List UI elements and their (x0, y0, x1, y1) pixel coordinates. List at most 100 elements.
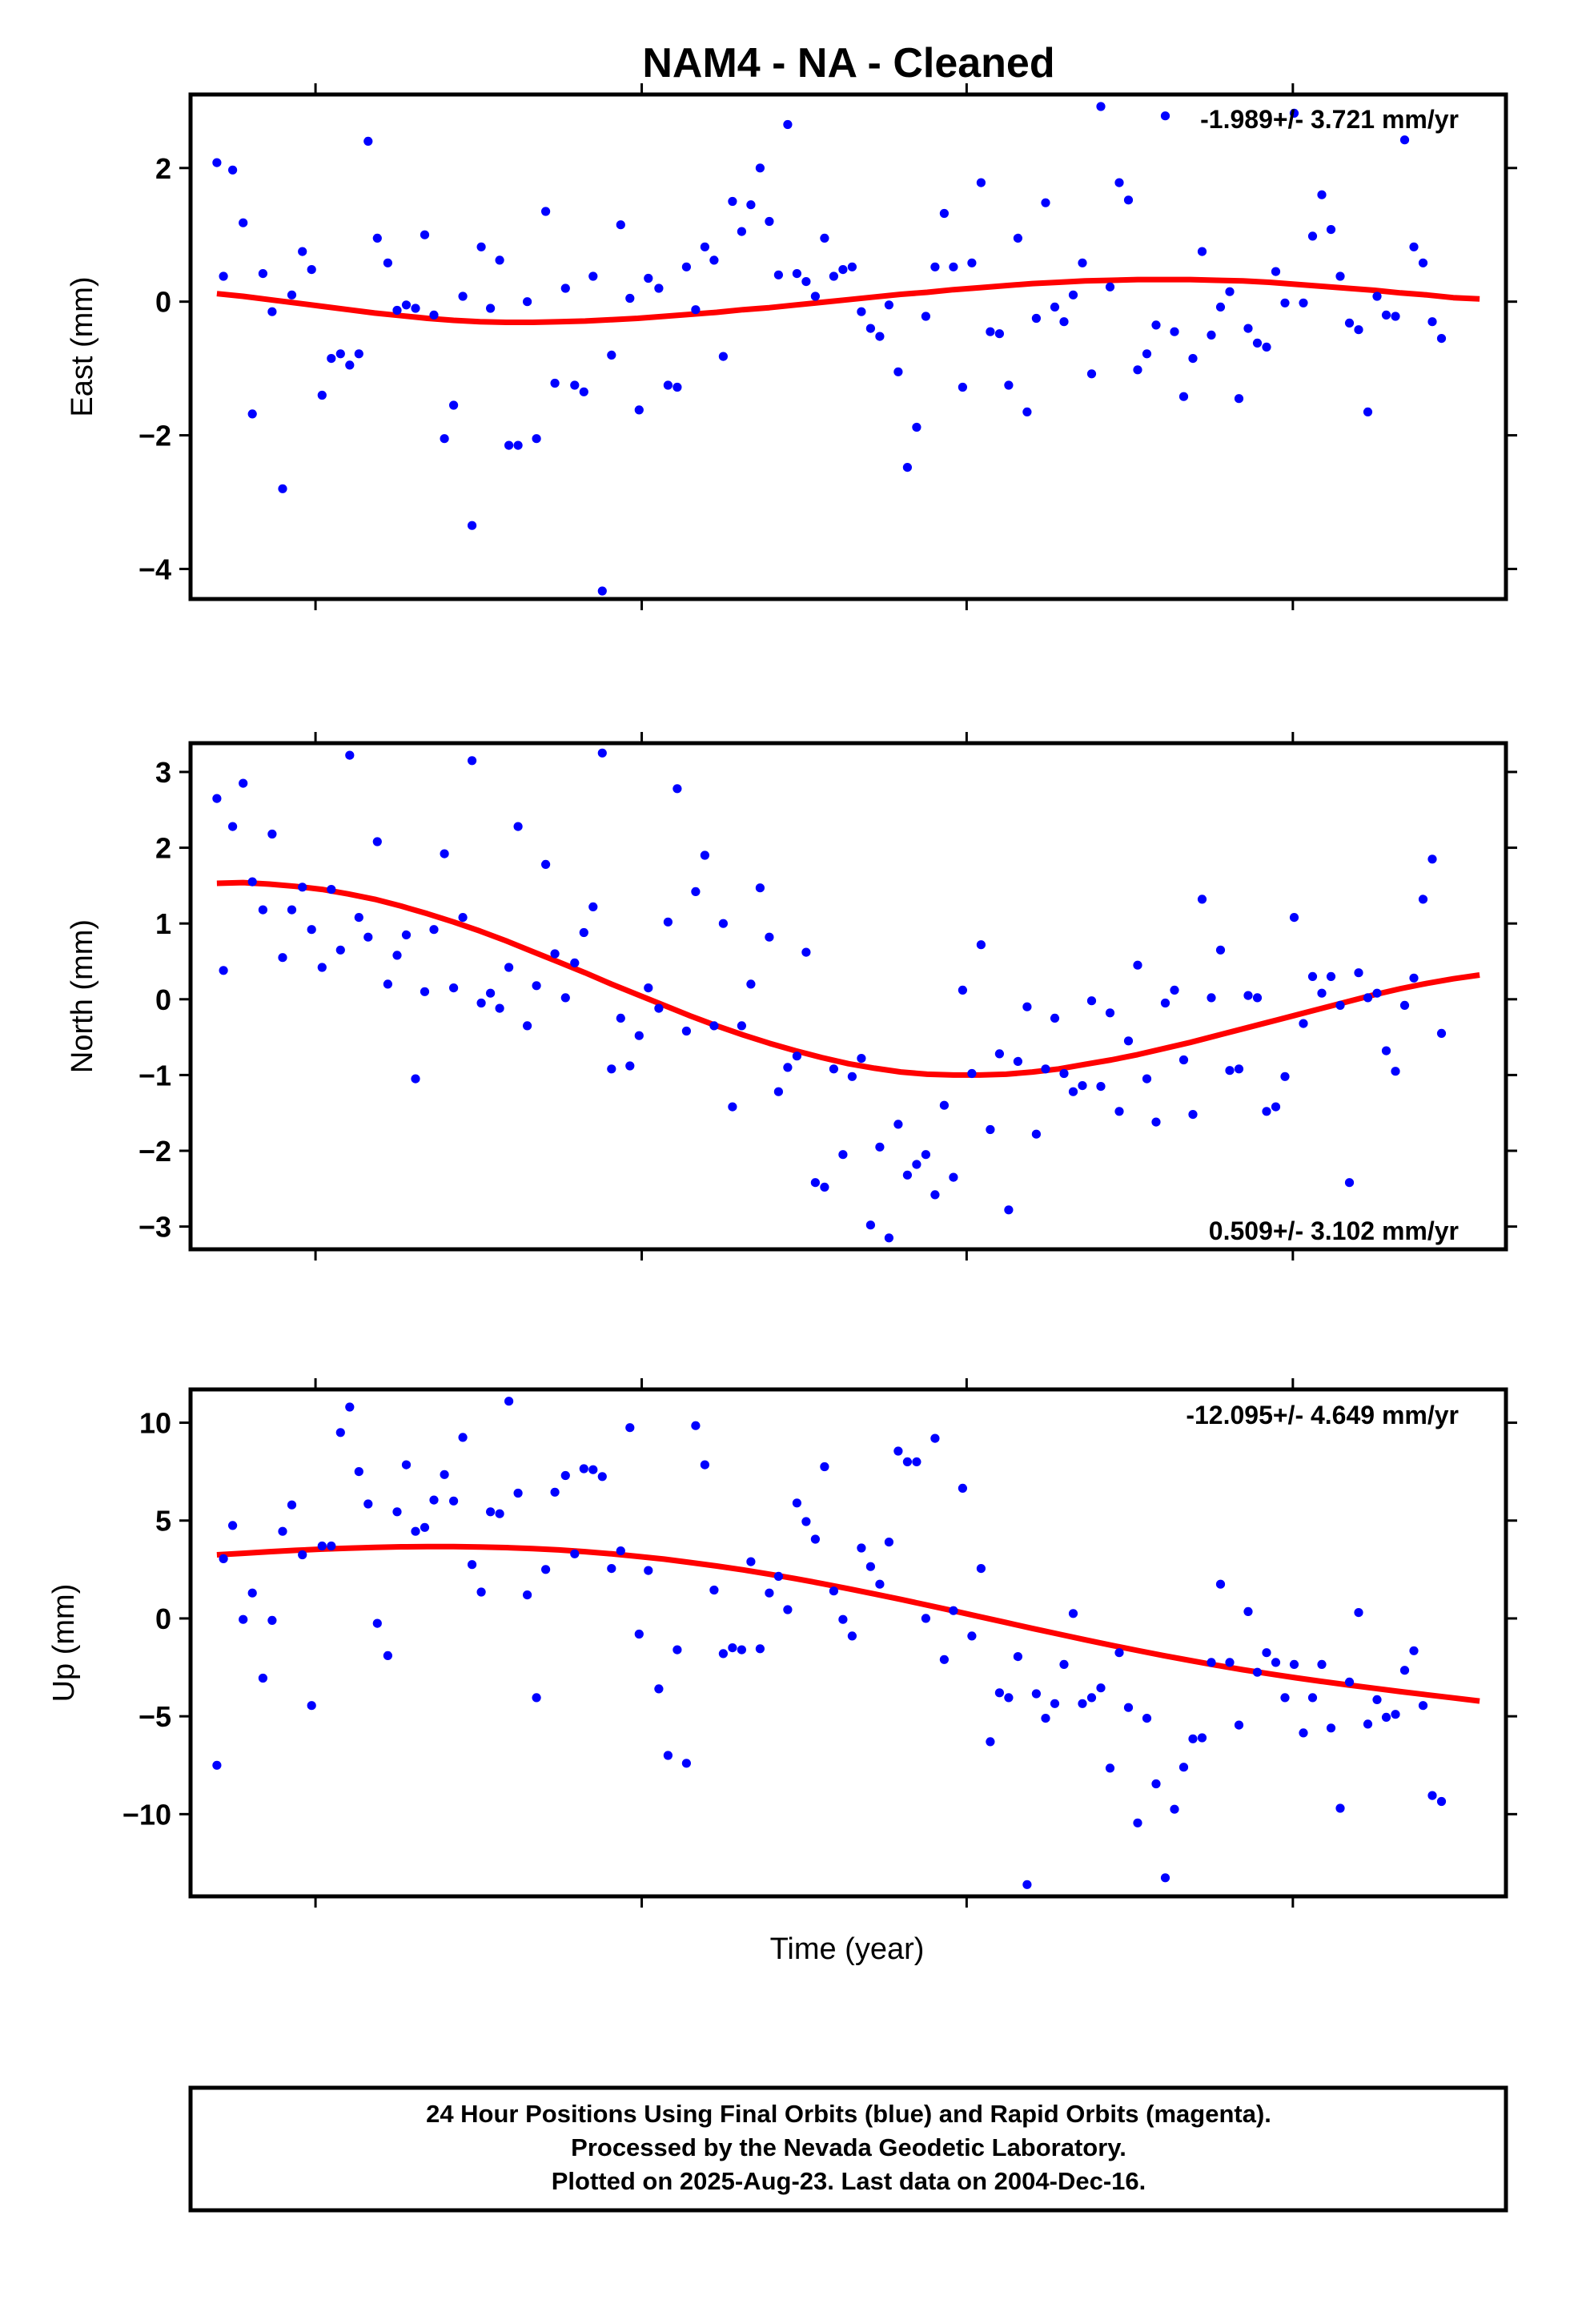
data-point (1409, 242, 1419, 251)
data-point (495, 1509, 504, 1518)
data-point (1344, 1178, 1355, 1188)
data-point (1372, 1695, 1382, 1704)
data-point (1381, 1046, 1391, 1055)
data-point (476, 242, 486, 251)
data-point (1262, 342, 1271, 352)
data-point (1289, 913, 1299, 923)
data-point (654, 283, 664, 293)
data-point (372, 1618, 382, 1628)
data-point (1391, 1710, 1400, 1719)
data-point (570, 958, 580, 967)
data-point (476, 998, 486, 1008)
data-point (372, 837, 382, 846)
data-point (1041, 1714, 1050, 1723)
data-point (865, 324, 875, 333)
data-point (1372, 292, 1382, 301)
data-point (986, 327, 995, 336)
data-point (1326, 971, 1336, 981)
data-point (838, 1614, 848, 1624)
data-point (1418, 1701, 1428, 1711)
data-point (335, 945, 345, 955)
data-point (1151, 1117, 1161, 1127)
data-point (579, 1464, 588, 1474)
data-point (1354, 325, 1363, 335)
data-point (219, 966, 228, 975)
data-point (1142, 1074, 1152, 1084)
data-point (228, 1521, 238, 1530)
data-point (458, 292, 468, 301)
y-tick-label: 5 (155, 1505, 171, 1538)
y-tick-label: 2 (155, 152, 171, 185)
data-point (792, 1051, 802, 1061)
data-point (278, 1526, 287, 1536)
data-point (579, 387, 588, 396)
data-point (1335, 271, 1345, 281)
data-point (737, 1645, 747, 1655)
data-point (829, 271, 838, 281)
data-point (755, 163, 765, 173)
data-point (820, 233, 829, 243)
data-point (1280, 298, 1290, 308)
data-points (212, 102, 1447, 596)
data-point (440, 434, 449, 444)
y-tick-label: −2 (139, 1135, 171, 1168)
data-point (1243, 1606, 1253, 1616)
data-point (420, 1522, 430, 1532)
data-point (1372, 988, 1382, 998)
data-point (976, 940, 986, 950)
data-point (1050, 1013, 1060, 1023)
footer-box (188, 2085, 1508, 2213)
data-point (765, 1588, 774, 1598)
data-point (1427, 854, 1437, 864)
data-point (884, 1233, 893, 1243)
data-point (345, 750, 355, 760)
data-point (1041, 1064, 1050, 1074)
data-point (307, 1701, 316, 1711)
data-point (673, 382, 682, 392)
data-point (1178, 1055, 1189, 1065)
footer-line-2: Processed by the Nevada Geodetic Laborat… (571, 2133, 1126, 2161)
data-point (783, 1605, 793, 1614)
y-tick-label: −4 (139, 553, 171, 585)
data-point (1031, 1689, 1041, 1699)
data-point (847, 262, 857, 271)
data-point (228, 822, 238, 831)
data-point (1427, 317, 1437, 327)
y-tick-label: −10 (122, 1798, 171, 1831)
data-point (570, 380, 580, 390)
data-point (383, 1651, 392, 1660)
data-point (967, 1631, 977, 1641)
data-point (1307, 231, 1318, 241)
data-point (1105, 1008, 1115, 1018)
data-point (239, 1614, 248, 1624)
plot-frame (188, 741, 1508, 1252)
data-point (411, 1074, 420, 1084)
data-point (1326, 1723, 1336, 1733)
data-points (212, 0, 1473, 1889)
data-point (1280, 1693, 1290, 1703)
data-point (1170, 327, 1179, 336)
data-point (1354, 968, 1363, 978)
data-point (681, 262, 692, 271)
data-point (1013, 1652, 1022, 1662)
data-points (212, 0, 1455, 1243)
data-point (718, 919, 729, 928)
data-point (1446, 0, 1455, 5)
data-point (1114, 1648, 1124, 1658)
data-point (634, 1629, 644, 1639)
data-point (1133, 365, 1142, 375)
data-point (513, 822, 523, 831)
data-point (728, 196, 737, 207)
data-point (513, 440, 523, 450)
data-point (513, 1488, 523, 1498)
data-point (994, 1688, 1004, 1698)
data-point (958, 985, 967, 995)
data-point (673, 1645, 682, 1655)
data-point (1464, 0, 1473, 5)
data-point (912, 422, 921, 432)
data-point (857, 1054, 866, 1063)
data-point (541, 859, 551, 869)
data-point (1289, 108, 1299, 118)
data-point (746, 1557, 756, 1566)
data-point (1317, 190, 1327, 199)
